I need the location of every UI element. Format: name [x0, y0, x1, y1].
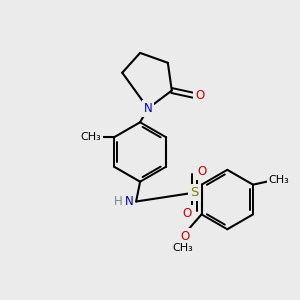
Text: O: O: [195, 89, 204, 102]
Text: CH₃: CH₃: [172, 243, 193, 253]
Text: O: O: [180, 230, 189, 243]
Text: N: N: [144, 102, 152, 115]
Text: H: H: [114, 195, 123, 208]
Text: O: O: [197, 165, 206, 178]
Text: S: S: [190, 186, 199, 199]
Text: CH₃: CH₃: [80, 132, 101, 142]
Text: N: N: [125, 195, 134, 208]
Text: O: O: [182, 207, 191, 220]
Text: CH₃: CH₃: [268, 175, 289, 185]
